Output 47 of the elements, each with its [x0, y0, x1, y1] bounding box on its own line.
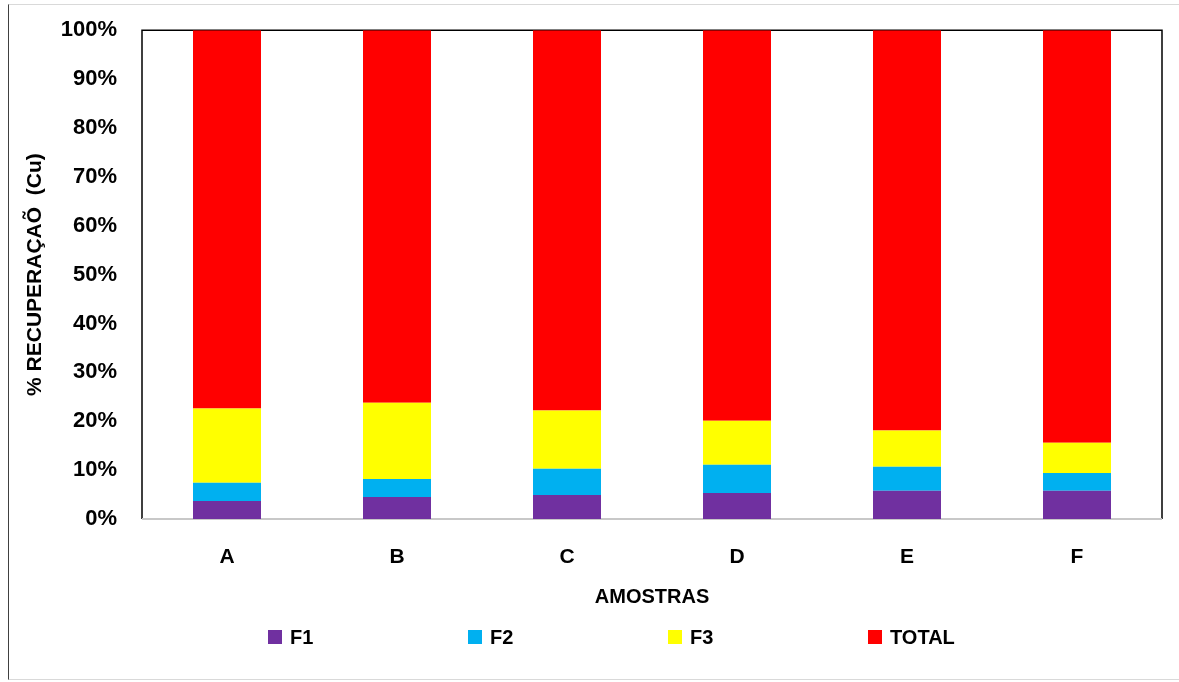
bar [363, 30, 431, 403]
legend-label: F1 [290, 626, 314, 648]
bar [363, 478, 431, 497]
bar [703, 420, 771, 465]
x-tick-label: D [729, 544, 745, 568]
bar [1043, 30, 1111, 443]
bar [1043, 442, 1111, 474]
x-tick-label: B [389, 544, 405, 568]
bar [703, 493, 771, 519]
y-tick-label: 10% [72, 456, 117, 482]
y-tick-label: 90% [72, 65, 117, 91]
bar [873, 430, 941, 467]
y-tick-label: 60% [72, 211, 117, 237]
y-tick-label: 40% [72, 309, 117, 335]
y-axis-title: % RECUPERAÇAÕ (Cu) [22, 153, 46, 396]
y-tick-label: 100% [60, 16, 117, 42]
legend-label: TOTAL [890, 626, 955, 648]
bar [363, 497, 431, 519]
bar [703, 30, 771, 421]
x-axis-title: AMOSTRAS [594, 584, 710, 607]
legend-label: F2 [490, 626, 514, 648]
bar [873, 30, 941, 431]
y-tick-label: 30% [72, 358, 117, 384]
bar [193, 482, 261, 501]
bar [363, 402, 431, 479]
x-tick-label: A [219, 544, 235, 568]
y-tick-label: 80% [72, 114, 117, 140]
y-tick-label: 50% [72, 260, 117, 286]
bar [1043, 473, 1111, 491]
bar [193, 30, 261, 409]
x-tick-label: F [1070, 544, 1084, 568]
bar [873, 466, 941, 491]
x-tick-label: C [559, 544, 575, 568]
bar [193, 500, 261, 519]
bar [193, 408, 261, 483]
y-tick-label: 0% [85, 505, 117, 531]
bar [533, 410, 601, 469]
bar [873, 490, 941, 519]
bar [533, 468, 601, 496]
bar [533, 30, 601, 411]
x-tick-label: E [899, 544, 915, 568]
legend-label: F3 [690, 626, 714, 648]
y-tick-label: 20% [72, 407, 117, 433]
bar [703, 464, 771, 494]
bar [1043, 490, 1111, 519]
bar [533, 495, 601, 519]
y-tick-label: 70% [72, 162, 117, 188]
